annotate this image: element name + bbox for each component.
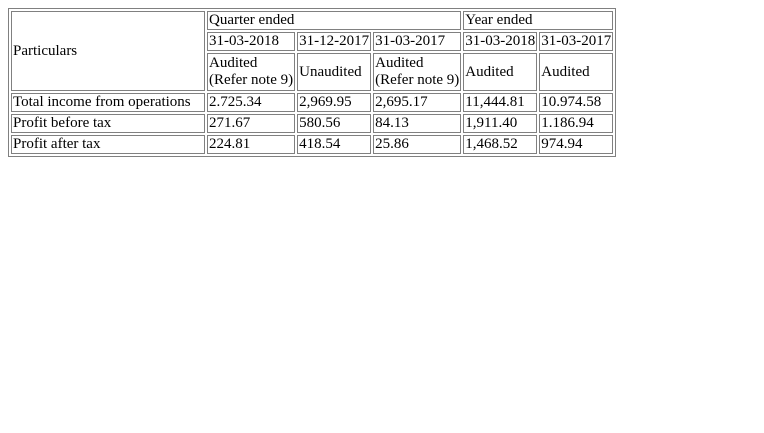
row-label: Profit after tax bbox=[11, 135, 205, 154]
audit-status-line1: Audited bbox=[209, 55, 258, 71]
audit-status-line1: Audited bbox=[375, 55, 424, 71]
table-cell: 10.974.58 bbox=[539, 93, 614, 112]
table-cell: 271.67 bbox=[207, 114, 296, 133]
row-label: Total income from operations bbox=[11, 93, 205, 112]
year-ended-header: Year ended bbox=[463, 11, 614, 30]
quarter-ended-header: Quarter ended bbox=[207, 11, 462, 30]
audit-status-line2: (Refer note 9) bbox=[375, 72, 460, 88]
audit-status: Audited bbox=[539, 53, 614, 91]
header-row-periods: Particulars Quarter ended Year ended bbox=[11, 11, 614, 91]
financial-results-table: Particulars Quarter ended Year ended 31-… bbox=[8, 8, 617, 157]
date-header: 31-03-2018 bbox=[207, 32, 296, 51]
table-cell: 224.81 bbox=[207, 135, 296, 154]
date-header: 31-03-2018 bbox=[463, 32, 538, 51]
table-cell: 580.56 bbox=[297, 114, 372, 133]
date-header: 31-12-2017 bbox=[297, 32, 372, 51]
table-row: Profit before tax 271.67 580.56 84.13 1,… bbox=[11, 114, 614, 133]
audit-status: Unaudited bbox=[297, 53, 372, 91]
date-header: 31-03-2017 bbox=[539, 32, 614, 51]
table-row: Total income from operations 2.725.34 2,… bbox=[11, 93, 614, 112]
header-row-status: Audited (Refer note 9) Unaudited Audited… bbox=[11, 53, 614, 91]
table-cell: 25.86 bbox=[373, 135, 462, 154]
audit-status: Audited (Refer note 9) bbox=[373, 53, 462, 91]
audit-status-line1: Audited bbox=[465, 63, 514, 80]
audit-status-line2: (Refer note 9) bbox=[209, 72, 294, 88]
table-cell: 2,695.17 bbox=[373, 93, 462, 112]
row-label: Profit before tax bbox=[11, 114, 205, 133]
header-row-dates: 31-03-2018 31-12-2017 31-03-2017 31-03-2… bbox=[11, 32, 614, 51]
table-cell: 974.94 bbox=[539, 135, 614, 154]
table-row: Profit after tax 224.81 418.54 25.86 1,4… bbox=[11, 135, 614, 154]
audit-status-line1: Unaudited bbox=[299, 63, 362, 80]
date-header: 31-03-2017 bbox=[373, 32, 462, 51]
table-cell: 2,969.95 bbox=[297, 93, 372, 112]
table-cell: 1,468.52 bbox=[463, 135, 538, 154]
table-cell: 84.13 bbox=[373, 114, 462, 133]
table-cell: 11,444.81 bbox=[463, 93, 538, 112]
table-cell: 1.186.94 bbox=[539, 114, 614, 133]
audit-status: Audited (Refer note 9) bbox=[207, 53, 296, 91]
audit-status: Audited bbox=[463, 53, 538, 91]
particulars-header: Particulars bbox=[11, 11, 205, 91]
table-cell: 1,911.40 bbox=[463, 114, 538, 133]
audit-status-line1: Audited bbox=[541, 63, 590, 80]
table-cell: 2.725.34 bbox=[207, 93, 296, 112]
table-cell: 418.54 bbox=[297, 135, 372, 154]
